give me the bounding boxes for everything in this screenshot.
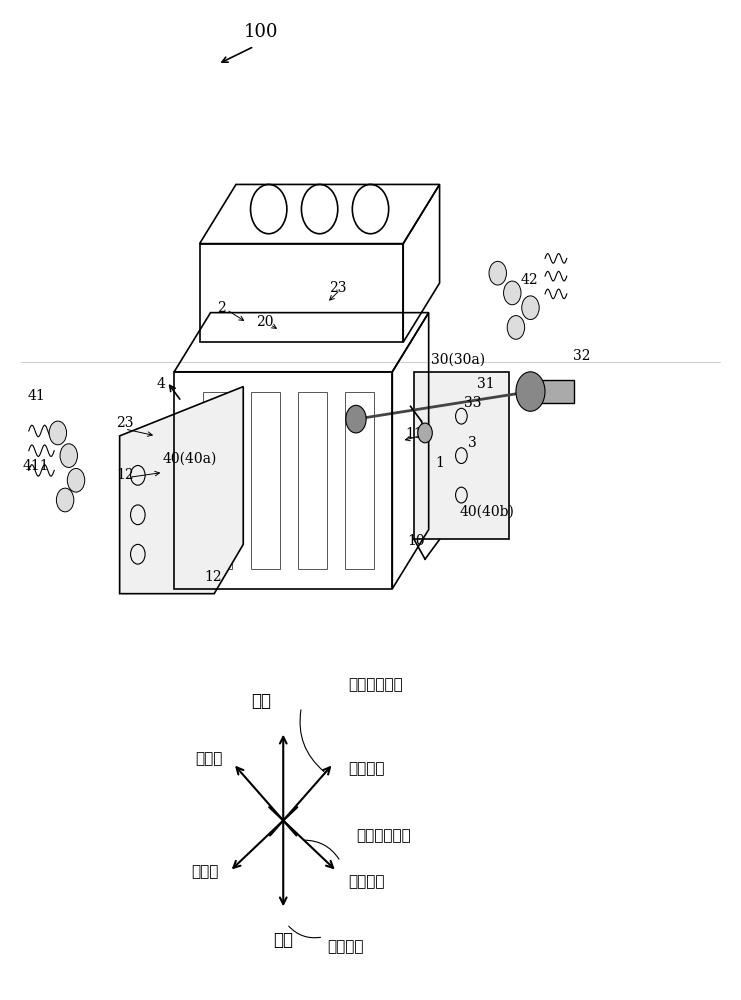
FancyArrowPatch shape [289, 926, 321, 938]
Circle shape [522, 296, 539, 320]
Circle shape [504, 281, 521, 305]
Text: 31: 31 [476, 377, 494, 391]
Text: 缸体较长方向: 缸体较长方向 [356, 828, 411, 843]
Text: 12: 12 [116, 468, 133, 482]
Bar [538, 380, 574, 403]
Circle shape [507, 316, 525, 339]
Text: 30(30a): 30(30a) [431, 353, 485, 367]
Text: 411: 411 [23, 459, 50, 473]
Text: 一端側: 一端側 [195, 751, 222, 766]
Circle shape [489, 261, 506, 285]
Text: 下側: 下側 [273, 931, 293, 949]
Text: 23: 23 [116, 416, 133, 430]
Text: 一端側: 一端側 [191, 864, 219, 879]
Text: 另一端側: 另一端側 [348, 761, 385, 776]
Circle shape [49, 421, 67, 445]
Text: 41: 41 [27, 389, 45, 403]
Text: 2: 2 [217, 301, 226, 315]
Text: 另一端側: 另一端側 [348, 874, 385, 889]
Text: 20: 20 [256, 316, 274, 330]
Text: 12: 12 [204, 570, 222, 584]
Text: 32: 32 [573, 349, 590, 363]
Circle shape [60, 444, 78, 467]
Text: 1: 1 [435, 456, 444, 470]
Text: 23: 23 [329, 281, 347, 295]
Polygon shape [414, 372, 508, 539]
Polygon shape [119, 387, 243, 594]
Text: 40(40b): 40(40b) [459, 505, 514, 519]
Text: 42: 42 [520, 273, 538, 287]
FancyArrowPatch shape [300, 710, 324, 772]
Circle shape [418, 423, 432, 443]
Text: 33: 33 [464, 396, 481, 410]
Text: 4: 4 [156, 377, 165, 391]
Text: 11: 11 [405, 427, 423, 441]
Text: 10: 10 [408, 534, 425, 548]
Text: 上側: 上側 [251, 692, 271, 710]
Circle shape [67, 468, 84, 492]
Text: 缸体较短方向: 缸体较短方向 [349, 677, 403, 692]
Text: 汽缸轴向: 汽缸轴向 [327, 939, 363, 954]
Circle shape [516, 372, 545, 411]
Circle shape [346, 405, 366, 433]
FancyArrowPatch shape [305, 840, 339, 859]
Circle shape [56, 488, 74, 512]
Text: 100: 100 [245, 23, 279, 41]
Text: 40(40a): 40(40a) [163, 452, 217, 466]
Text: 3: 3 [468, 436, 476, 450]
